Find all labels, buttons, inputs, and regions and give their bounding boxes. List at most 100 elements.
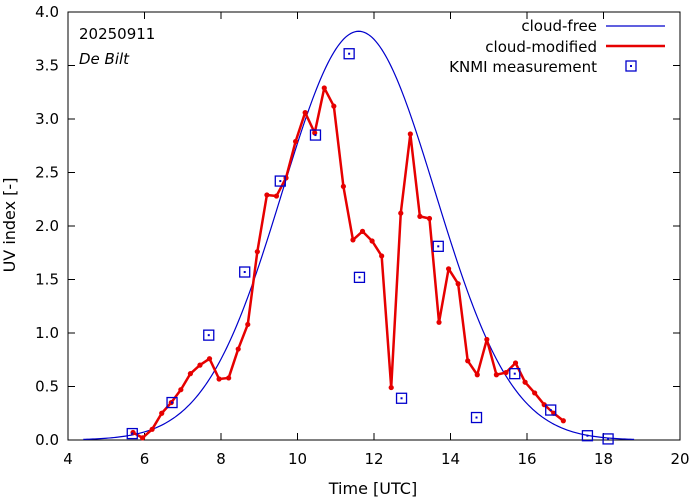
y-tick-label: 3.5 <box>35 57 59 75</box>
cloud-modified-point <box>369 238 375 244</box>
knmi-measurement-marker <box>353 271 366 284</box>
cloud-modified-point <box>178 387 184 393</box>
knmi-measurement-marker <box>602 433 614 445</box>
y-tick-label: 1.5 <box>35 271 59 289</box>
legend-label-cloud-modified: cloud-modified <box>485 38 597 56</box>
knmi-measurement-marker <box>470 411 483 424</box>
y-tick-label: 4.0 <box>35 3 59 21</box>
legend: cloud-free cloud-modified KNMI measureme… <box>449 17 665 76</box>
cloud-modified-point <box>379 253 385 259</box>
knmi-measurement-dot <box>513 372 516 375</box>
knmi-measurement-dot <box>358 276 361 279</box>
station-annotation: De Bilt <box>79 50 130 68</box>
knmi-measurement-marker <box>432 240 444 252</box>
cloud-modified-point <box>560 418 566 424</box>
cloud-modified-point <box>388 384 394 391</box>
x-tick-label: 16 <box>517 450 536 468</box>
knmi-measurement-marker <box>126 427 138 440</box>
cloud-modified-point <box>187 371 193 377</box>
y-tick-label: 0.5 <box>35 378 59 396</box>
cloud-modified-point <box>273 193 280 199</box>
y-axis-ticks: 0.0 0.5 1.0 1.5 2.0 2.5 3.0 3.5 4.0 <box>35 3 680 449</box>
cloud-modified-point <box>264 192 270 198</box>
knmi-measurement-dot <box>131 432 134 435</box>
knmi-measurement-marker <box>545 404 557 416</box>
plot-frame <box>67 11 681 441</box>
knmi-measurement-dot <box>314 134 317 137</box>
knmi-measurement-marker <box>395 392 408 404</box>
cloud-modified-point <box>226 375 232 381</box>
cloud-modified-point <box>159 410 165 416</box>
knmi-measurement-marker <box>343 48 355 60</box>
cloud-modified-point <box>503 369 509 376</box>
cloud-modified-point <box>235 346 241 352</box>
knmi-measurement-dot <box>171 401 174 404</box>
y-tick-label: 0.0 <box>35 431 59 449</box>
cloud-modified-point <box>474 372 480 378</box>
cloud-modified-point <box>245 321 251 328</box>
plot-border <box>67 11 681 441</box>
x-tick-label: 14 <box>441 450 460 468</box>
x-tick-label: 18 <box>594 450 613 468</box>
cloud-modified-point <box>426 215 433 222</box>
cloud-modified-point <box>350 237 356 243</box>
knmi-measurement-dot <box>348 52 351 55</box>
cloud-modified-point <box>522 379 528 385</box>
x-tick-label: 8 <box>216 450 226 468</box>
knmi-measurement-dot <box>475 416 478 419</box>
y-tick-label: 1.0 <box>35 324 59 342</box>
knmi-measurement-dot <box>437 245 440 248</box>
knmi-measurement-marker <box>581 430 594 442</box>
series-layer <box>83 30 635 445</box>
knmi-measurement-dot <box>607 437 610 440</box>
cloud-modified-point <box>359 228 366 234</box>
cloud-modified-point <box>206 356 213 362</box>
legend-label-knmi-measurement: KNMI measurement <box>449 58 597 76</box>
y-tick-label: 2.5 <box>35 164 59 182</box>
cloud-modified-point <box>302 109 308 116</box>
legend-label-cloud-free: cloud-free <box>521 17 597 35</box>
cloud-modified-point <box>417 213 423 219</box>
knmi-measurement-marker <box>166 396 178 409</box>
cloud-modified-point <box>149 426 155 432</box>
cloud-modified-point <box>331 103 337 109</box>
x-tick-label: 6 <box>140 450 150 468</box>
knmi-measurement-marker <box>509 368 521 380</box>
cloud-free-line <box>83 30 635 440</box>
x-tick-label: 12 <box>364 450 383 468</box>
cloud-modified-point <box>445 266 452 272</box>
knmi-measurement-dot <box>549 409 552 412</box>
cloud-modified-line <box>132 86 565 440</box>
cloud-modified-point <box>532 390 538 396</box>
cloud-modified-point <box>139 435 146 441</box>
cloud-modified-point <box>407 131 413 137</box>
date-annotation: 20250911 <box>79 25 155 43</box>
cloud-modified-point <box>340 183 346 190</box>
cloud-modified-point <box>455 281 461 287</box>
cloud-modified-point <box>292 138 299 145</box>
cloud-modified-point <box>216 376 222 382</box>
y-tick-label: 2.0 <box>35 217 59 235</box>
y-tick-label: 3.0 <box>35 110 59 128</box>
x-axis-ticks: 4 6 8 10 12 14 16 18 20 <box>63 12 690 468</box>
knmi-measurement-dot <box>243 271 246 274</box>
cloud-modified-point <box>398 210 404 216</box>
x-tick-label: 20 <box>670 450 689 468</box>
cloud-modified-point <box>493 372 499 378</box>
knmi-measurement-marker <box>274 175 286 187</box>
knmi-measurement-dot <box>400 397 403 400</box>
cloud-modified-point <box>465 358 471 364</box>
cloud-modified-point <box>321 85 327 91</box>
knmi-measurement-dot <box>207 334 210 337</box>
x-tick-label: 4 <box>63 450 73 468</box>
x-tick-label: 10 <box>288 450 307 468</box>
cloud-modified-point <box>512 360 519 366</box>
legend-marker-dot <box>630 65 632 67</box>
knmi-measurement-dot <box>279 180 282 183</box>
knmi-measurement-dot <box>586 434 589 437</box>
cloud-modified-point <box>484 336 490 343</box>
cloud-modified-point <box>436 319 442 325</box>
knmi-measurement-marker <box>309 129 322 141</box>
cloud-modified-point <box>254 249 260 255</box>
